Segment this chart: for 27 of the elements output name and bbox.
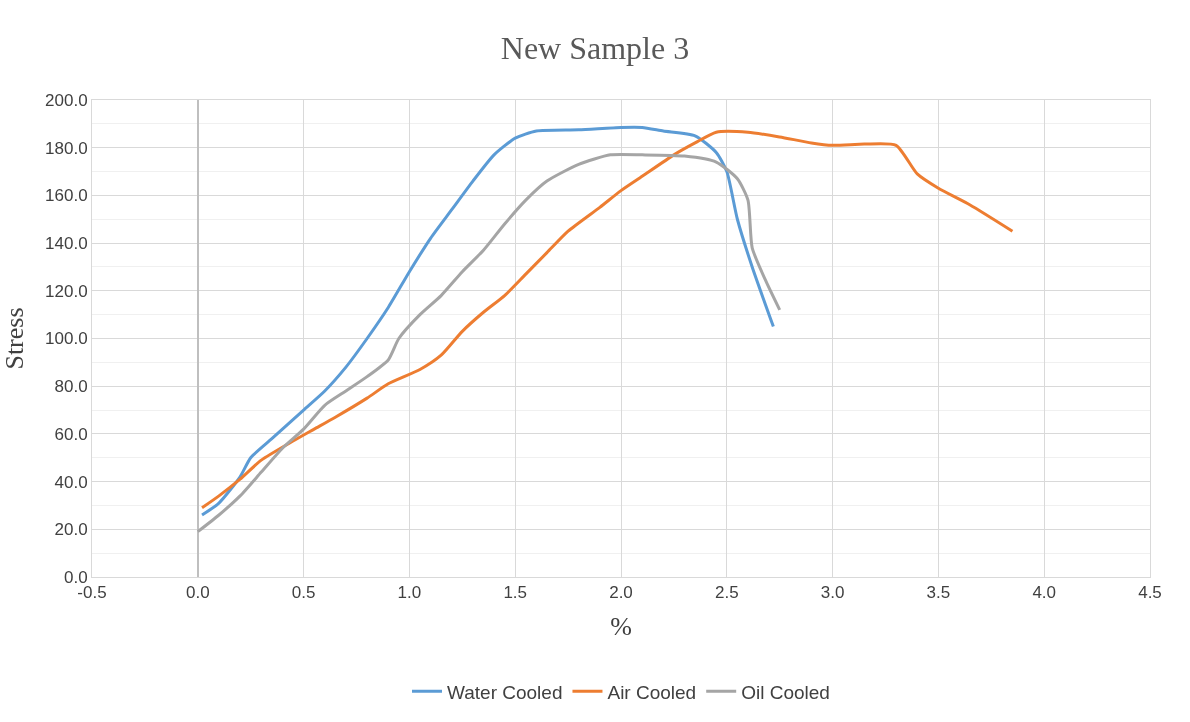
legend-label: Water Cooled bbox=[447, 681, 563, 703]
x-tick-label: 2.5 bbox=[714, 583, 739, 603]
x-tick-label: 2.0 bbox=[609, 583, 633, 603]
y-tick-label: 60.0 bbox=[54, 424, 88, 444]
y-tick-label: 120.0 bbox=[45, 281, 88, 301]
y-tick-label: 100.0 bbox=[45, 329, 88, 349]
x-tick-label: 3.0 bbox=[820, 583, 845, 603]
x-tick-label: 4.5 bbox=[1138, 583, 1162, 603]
y-tick-label: 160.0 bbox=[45, 186, 88, 206]
x-tick-label: 3.5 bbox=[926, 583, 951, 603]
x-tick-label: 0.5 bbox=[291, 583, 316, 603]
x-tick-label: 1.0 bbox=[397, 583, 422, 603]
y-tick-label: 180.0 bbox=[45, 138, 88, 158]
x-tick-label: 1.5 bbox=[503, 583, 528, 603]
chart-title: New Sample 3 bbox=[500, 29, 690, 66]
y-tick-label: 40.0 bbox=[54, 472, 88, 492]
y-tick-label: 200.0 bbox=[45, 90, 88, 110]
x-axis-title: % bbox=[610, 612, 632, 642]
line-series bbox=[200, 129, 1014, 510]
y-axis-title: Stress bbox=[0, 307, 29, 370]
x-tick-label: 0.0 bbox=[185, 583, 210, 603]
y-tick-label: 20.0 bbox=[54, 520, 88, 540]
legend-label: Air Cooled bbox=[607, 681, 697, 703]
y-tick-label: 80.0 bbox=[54, 377, 88, 397]
legend-label: Oil Cooled bbox=[741, 681, 830, 703]
x-tick-label: 4.0 bbox=[1032, 583, 1057, 603]
y-tick-label: 140.0 bbox=[45, 234, 88, 254]
